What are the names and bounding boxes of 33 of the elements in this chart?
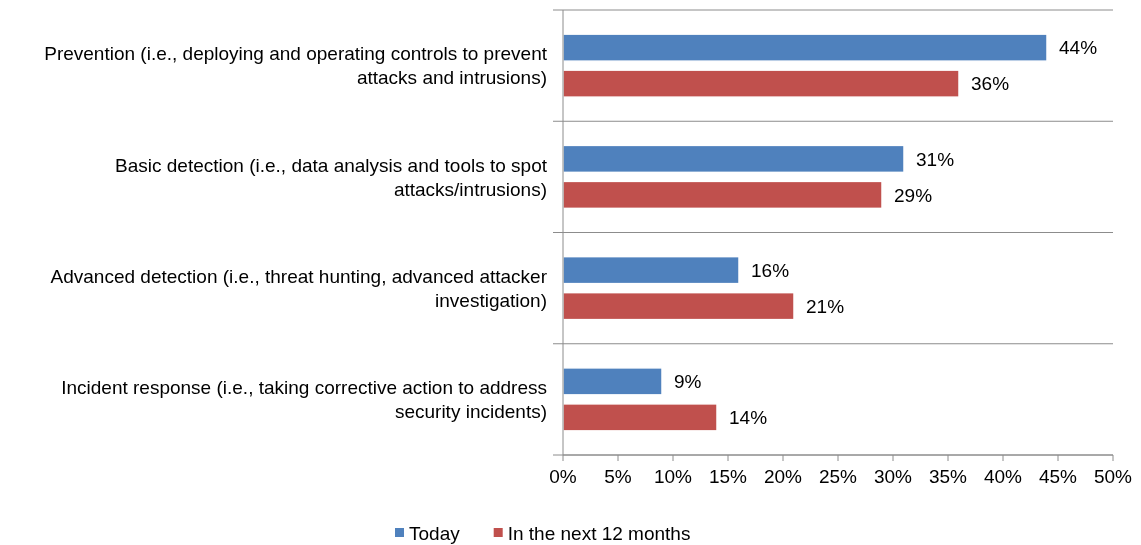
x-tick-label: 10% (653, 466, 693, 487)
data-label: 16% (751, 259, 790, 281)
x-tick-label: 0% (549, 466, 577, 487)
data-label: 14% (729, 407, 768, 429)
y-tick-label: Prevention (i.e., deploying and operating controls to prevent attacks and intrusions) (44, 43, 548, 89)
x-tick-label: 40% (983, 466, 1023, 487)
x-tick-label: 35% (928, 466, 968, 487)
y-tick-label: Incident response (i.e., taking corrective action to address security incidents) (61, 377, 547, 423)
x-tick-label: 30% (873, 466, 913, 487)
x-tick-label: 20% (763, 466, 803, 487)
data-label: 9% (674, 371, 702, 393)
data-label: 31% (916, 148, 955, 170)
bar (562, 291, 795, 321)
x-tick-label: 50% (1093, 466, 1133, 487)
x-tick-label: 15% (708, 466, 748, 487)
bar (562, 144, 905, 174)
x-tick-label: 25% (818, 466, 858, 487)
data-label: 36% (971, 73, 1010, 95)
bar (562, 69, 960, 98)
data-label: 44% (1059, 37, 1098, 59)
bar (562, 180, 883, 210)
bar (562, 33, 1048, 62)
data-label: 29% (894, 184, 933, 206)
y-tick-label: Advanced detection (i.e., threat hunting, advanced attacker investigation) (50, 265, 548, 311)
bar (562, 367, 663, 396)
y-tick-label: Basic detection (i.e., data analysis and tools to spot attacks/intrusions) (115, 154, 548, 200)
x-tick-label: 5% (604, 466, 632, 487)
legend-label: Today (409, 522, 461, 544)
bar (562, 255, 740, 285)
x-tick-label: 45% (1038, 466, 1078, 487)
data-label: 21% (806, 295, 845, 317)
bar (562, 403, 718, 432)
legend-label: In the next 12 months (507, 522, 691, 544)
